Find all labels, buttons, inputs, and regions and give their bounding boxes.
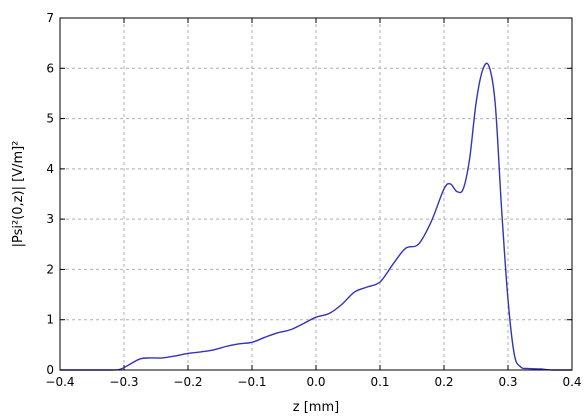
x-axis-label: z [mm] bbox=[293, 400, 339, 415]
x-tick-label: −0.1 bbox=[237, 375, 266, 389]
y-tick-label: 0 bbox=[46, 363, 54, 377]
plot-frame bbox=[59, 17, 573, 371]
y-axis-label: |Psi²(0,z)| [V/m]² bbox=[11, 141, 26, 248]
grid-lines bbox=[60, 18, 572, 370]
x-axis-ticks: −0.4 −0.3 −0.2 −0.1 0.0 0.1 0.2 0.3 0.4 bbox=[45, 18, 582, 389]
y-tick-label: 1 bbox=[46, 313, 54, 327]
x-tick-label: 0.3 bbox=[498, 375, 517, 389]
x-tick-label: −0.4 bbox=[45, 375, 74, 389]
x-tick-label: 0.1 bbox=[370, 375, 389, 389]
y-tick-label: 6 bbox=[46, 61, 54, 75]
data-series-line bbox=[59, 62, 572, 371]
x-tick-label: −0.3 bbox=[109, 375, 138, 389]
y-tick-label: 7 bbox=[46, 11, 54, 25]
x-tick-label: 0.4 bbox=[562, 375, 581, 389]
x-tick-label: 0.0 bbox=[306, 375, 325, 389]
y-tick-label: 5 bbox=[46, 112, 54, 126]
x-tick-label: −0.2 bbox=[173, 375, 202, 389]
y-tick-label: 4 bbox=[46, 162, 54, 176]
y-tick-label: 3 bbox=[46, 212, 54, 226]
y-tick-label: 2 bbox=[46, 262, 54, 276]
x-tick-label: 0.2 bbox=[434, 375, 453, 389]
